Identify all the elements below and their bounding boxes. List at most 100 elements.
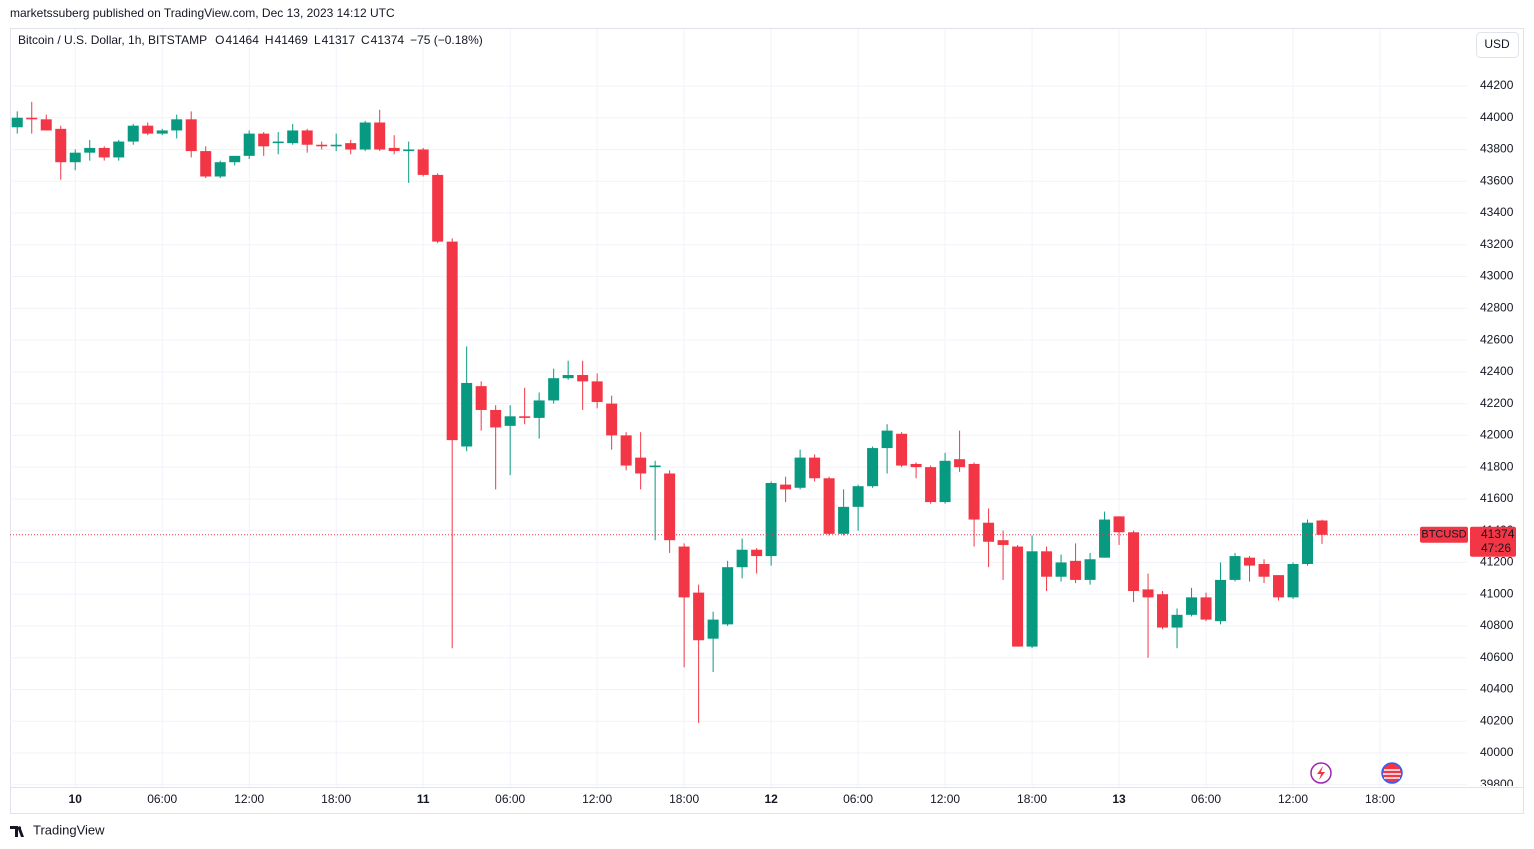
candle-body <box>1258 564 1270 577</box>
ohlc-value: 41317 <box>322 33 356 47</box>
y-tick-label: 40400 <box>1480 682 1514 696</box>
economic-event-icon[interactable] <box>1381 762 1403 784</box>
candle-body <box>258 133 270 147</box>
candle-body <box>214 162 226 177</box>
candle-body <box>838 506 850 534</box>
y-tick-label: 39800 <box>1480 777 1514 791</box>
candle-body <box>1229 556 1241 580</box>
candle-body <box>69 152 81 163</box>
overlay: Bitcoin / U.S. Dollar, 1h, BITSTAMP O 4146… <box>10 33 1516 557</box>
candle-body <box>1041 551 1053 577</box>
x-tick-label: 12:00 <box>1278 792 1308 806</box>
currency-label[interactable]: USD <box>1484 37 1510 51</box>
y-tick-label: 42800 <box>1480 300 1514 314</box>
y-tick-label: 42600 <box>1480 332 1514 346</box>
candle-body <box>649 465 661 468</box>
x-tick-label: 10 <box>69 792 83 806</box>
ohlc-label: O <box>215 33 224 47</box>
y-tick-label: 43800 <box>1480 142 1514 156</box>
candle-body <box>881 430 893 449</box>
ohlc-value: 41469 <box>275 33 309 47</box>
ohlc-label: L <box>314 33 321 47</box>
candle-body <box>620 435 632 466</box>
brand-logo-dot <box>17 826 22 830</box>
ohlc-label: H <box>265 33 274 47</box>
candle-body <box>983 522 995 542</box>
candle-body <box>1099 519 1111 558</box>
candle-body <box>475 386 487 410</box>
candle-body <box>200 151 212 177</box>
candle-body <box>1316 520 1328 535</box>
published-note: marketssuberg published on TradingView.c… <box>10 6 395 20</box>
candle-body <box>98 147 110 158</box>
candle-body <box>997 540 1009 545</box>
candle-body <box>707 619 719 639</box>
x-tick-label: 12:00 <box>930 792 960 806</box>
x-tick-label: 12:00 <box>582 792 612 806</box>
candle-body <box>1128 532 1140 592</box>
candle-body <box>374 122 386 150</box>
candle-body <box>664 473 676 541</box>
candle-body <box>1244 557 1256 566</box>
candle-body <box>1113 516 1125 533</box>
event-icons <box>1310 762 1403 784</box>
brand-logo <box>10 826 24 837</box>
candle-body <box>417 149 429 175</box>
candle-body <box>910 463 922 468</box>
y-tick-label: 41000 <box>1480 586 1514 600</box>
candle-body <box>1157 594 1169 628</box>
candle-body <box>1273 575 1285 598</box>
chart-title: Bitcoin / U.S. Dollar, 1h, BITSTAMP <box>18 33 207 47</box>
candle-body <box>606 403 618 436</box>
candle-body <box>40 119 52 131</box>
event-icon[interactable] <box>1310 762 1332 784</box>
candle-body <box>635 457 647 474</box>
last-price-label: 41374 <box>1481 527 1515 541</box>
candle-body <box>519 416 531 418</box>
candle-body <box>1215 579 1227 622</box>
brand: TradingView <box>10 822 105 837</box>
x-tick-label: 06:00 <box>1191 792 1221 806</box>
currency-button[interactable] <box>1476 32 1519 58</box>
candle-body <box>403 149 415 152</box>
y-tick-label: 44200 <box>1480 78 1514 92</box>
candle-body <box>171 119 183 131</box>
candle-body <box>780 484 792 490</box>
candle-body <box>925 467 937 503</box>
candle-body <box>954 459 966 468</box>
candle-body <box>722 567 734 625</box>
candle-body <box>751 549 763 557</box>
y-tick-label: 42400 <box>1480 364 1514 378</box>
x-tick-label: 11 <box>417 792 430 806</box>
candle-body <box>852 486 864 507</box>
candles <box>11 101 1328 723</box>
y-tick-label: 41600 <box>1480 491 1514 505</box>
y-tick-label: 43000 <box>1480 269 1514 283</box>
chart-frame <box>10 28 1524 814</box>
candle-body <box>1142 589 1154 598</box>
x-tick-label: 18:00 <box>1365 792 1395 806</box>
x-tick-label: 06:00 <box>843 792 873 806</box>
last-price-tag <box>1470 526 1516 557</box>
y-tick-label: 43400 <box>1480 205 1514 219</box>
candle-body <box>345 143 357 150</box>
candle-body <box>678 546 690 598</box>
candle-body <box>1070 560 1082 580</box>
y-tick-label: 43200 <box>1480 237 1514 251</box>
price-axis: 39800 40000 40200 40400 40600 40800 41000 41200… <box>1480 78 1514 791</box>
candle-body <box>504 416 516 426</box>
candle-body <box>113 141 125 158</box>
candle-body <box>577 375 589 382</box>
grid: 39800 40000 40200 40400 40600 40800 41000 41200… <box>10 29 1514 806</box>
y-tick-label: 40200 <box>1480 713 1514 727</box>
x-tick-label: 06:00 <box>147 792 177 806</box>
x-tick-label: 18:00 <box>1017 792 1047 806</box>
symbol-label: BTCUSD <box>1421 529 1466 541</box>
candle-body <box>287 130 299 144</box>
event-icon-glyph <box>1317 766 1325 780</box>
countdown-label: 47:26 <box>1481 541 1511 555</box>
price-change: −75 (−0.18%) <box>410 33 483 47</box>
x-tick-label: 18:00 <box>669 792 699 806</box>
candle-body <box>896 433 908 466</box>
